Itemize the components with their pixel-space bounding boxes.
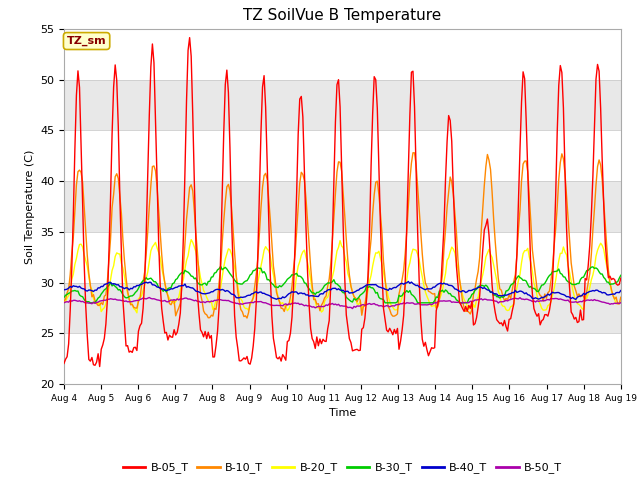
- Bar: [64, 232, 621, 283]
- Bar: [64, 181, 621, 232]
- Bar: [64, 333, 621, 384]
- Bar: [64, 283, 621, 333]
- Bar: [64, 29, 621, 80]
- Bar: [64, 130, 621, 181]
- X-axis label: Time: Time: [329, 408, 356, 418]
- Text: TZ_sm: TZ_sm: [67, 36, 106, 46]
- Title: TZ SoilVue B Temperature: TZ SoilVue B Temperature: [243, 9, 442, 24]
- Y-axis label: Soil Temperature (C): Soil Temperature (C): [24, 149, 35, 264]
- Bar: [64, 80, 621, 130]
- Legend: B-05_T, B-10_T, B-20_T, B-30_T, B-40_T, B-50_T: B-05_T, B-10_T, B-20_T, B-30_T, B-40_T, …: [118, 458, 566, 478]
